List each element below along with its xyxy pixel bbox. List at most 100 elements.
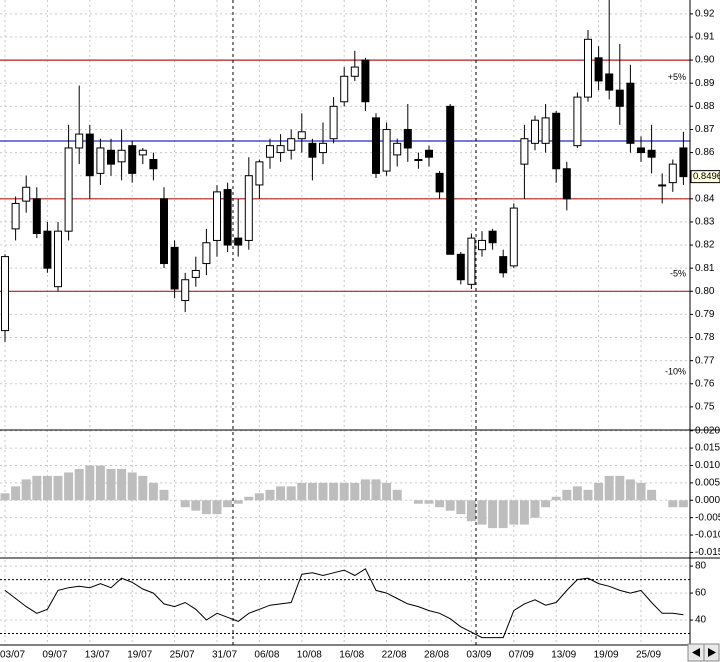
y-tick-label: 0.015 <box>695 443 720 454</box>
x-tick-label: 31/07 <box>212 650 237 661</box>
x-tick-label: 16/08 <box>339 650 364 661</box>
y-tick-label: 60 <box>695 588 707 599</box>
y-tick-label: 0.84 <box>695 193 715 204</box>
candle-body <box>11 202 20 230</box>
bar <box>604 475 614 501</box>
candle-body <box>149 159 158 170</box>
candle-body <box>255 161 264 186</box>
bar <box>148 482 158 501</box>
bar <box>201 500 211 515</box>
y-tick-label: 0.82 <box>695 240 715 251</box>
x-tick-label: 28/08 <box>424 650 449 661</box>
candle-body <box>96 147 105 174</box>
bar <box>32 475 42 501</box>
bar <box>562 489 572 501</box>
bar <box>244 496 254 501</box>
y-tick-label: -0.015 <box>695 547 720 558</box>
scroll-buttons[interactable] <box>687 643 720 662</box>
candle-body <box>647 149 656 158</box>
bar <box>138 475 148 501</box>
y-tick-label: 0.81 <box>695 263 715 274</box>
y-tick-label: 0.020 <box>695 425 720 436</box>
candle-body <box>541 117 550 144</box>
candle-body <box>668 163 677 184</box>
bar <box>583 489 593 501</box>
bar <box>445 500 455 511</box>
bar <box>0 493 10 501</box>
y-tick-label: 0.92 <box>695 9 715 20</box>
bar <box>572 486 582 501</box>
bar <box>265 489 275 501</box>
y-tick-label: 0.79 <box>695 309 715 320</box>
bar <box>74 468 84 501</box>
y-tick-label: 0.75 <box>695 402 715 413</box>
candle-body <box>520 138 529 165</box>
candle-body <box>340 75 349 103</box>
candle-body <box>679 147 688 178</box>
bar <box>360 479 370 501</box>
y-tick-label: 40 <box>695 615 707 626</box>
x-tick-label: 07/09 <box>509 650 534 661</box>
candle-body <box>350 66 359 77</box>
candle-body <box>329 105 338 140</box>
y-tick-label: 0.86 <box>695 147 715 158</box>
bar <box>615 475 625 501</box>
y-tick-label: 0.89 <box>695 78 715 89</box>
bar <box>530 500 540 518</box>
candle-body <box>552 112 561 170</box>
y-tick-label: 0.88 <box>695 101 715 112</box>
bar <box>233 500 243 504</box>
annotation: -5% <box>670 268 686 278</box>
y-tick-label: 0.76 <box>695 378 715 389</box>
candle-body <box>32 198 41 234</box>
bar <box>254 493 264 501</box>
y-tick-label: 0.77 <box>695 355 715 366</box>
x-tick-label: 25/09 <box>636 650 661 661</box>
bar <box>424 500 434 504</box>
bar <box>466 500 476 522</box>
candle-body <box>287 138 296 151</box>
bar <box>625 479 635 501</box>
candle-body <box>160 198 168 265</box>
bar <box>53 475 63 501</box>
candle-body <box>85 133 94 177</box>
bar <box>106 468 116 501</box>
bar <box>678 500 688 508</box>
bar <box>191 500 201 511</box>
candle-body <box>128 145 137 174</box>
bar <box>223 500 233 508</box>
candle-body <box>244 175 253 241</box>
candle-body <box>202 242 211 265</box>
bar <box>21 479 31 501</box>
last-price-label: 0.8496 <box>693 171 720 182</box>
bar <box>413 500 423 504</box>
y-tick-label: 0.005 <box>695 478 720 489</box>
bar <box>286 486 296 501</box>
y-tick-label: 0.000 <box>695 495 720 506</box>
bar <box>371 479 381 501</box>
candle-body <box>223 189 232 246</box>
bar <box>392 489 402 501</box>
candle-body <box>234 237 243 246</box>
bar <box>456 500 466 515</box>
bar <box>339 482 349 501</box>
y-tick-label: -0.005 <box>695 512 720 523</box>
candle-body <box>562 168 571 200</box>
bar <box>85 465 95 501</box>
bar <box>11 486 21 501</box>
y-tick-label: 0.78 <box>695 332 715 343</box>
bar <box>509 500 519 525</box>
bar <box>594 482 604 501</box>
y-tick-label: 0.87 <box>695 124 715 135</box>
bar <box>95 465 105 501</box>
candle-body <box>75 133 84 149</box>
y-tick-label: 0.010 <box>695 460 720 471</box>
candle-body <box>594 57 603 82</box>
candle-body <box>276 145 285 154</box>
candle-body <box>584 38 592 98</box>
last-price-box <box>690 170 720 184</box>
candle-body <box>414 159 423 162</box>
candle-body <box>107 149 115 165</box>
x-tick-label: 13/09 <box>551 650 576 661</box>
